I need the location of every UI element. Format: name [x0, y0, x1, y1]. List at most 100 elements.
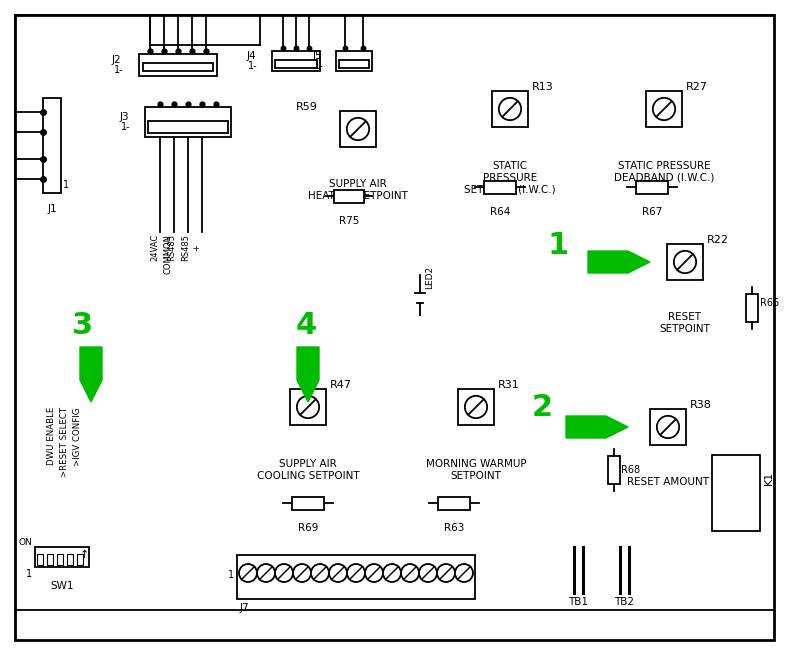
Text: SUPPLY AIR
HEATING SETPOINT: SUPPLY AIR HEATING SETPOINT: [308, 179, 408, 200]
Text: SW1: SW1: [50, 581, 73, 591]
Circle shape: [674, 251, 696, 273]
Text: R69: R69: [297, 523, 318, 533]
Bar: [667, 244, 703, 280]
Bar: [272, 51, 320, 71]
Text: R13: R13: [532, 82, 554, 92]
Text: 3: 3: [73, 310, 94, 339]
Text: RESET AMOUNT: RESET AMOUNT: [627, 477, 709, 487]
Bar: [67, 554, 73, 565]
Text: 1-: 1-: [314, 61, 324, 71]
FancyArrow shape: [297, 347, 319, 402]
Bar: [47, 554, 53, 565]
Circle shape: [311, 564, 329, 582]
Text: 1: 1: [63, 181, 69, 191]
Text: MORNING WARMUP
SETPOINT: MORNING WARMUP SETPOINT: [426, 459, 526, 481]
Circle shape: [499, 98, 522, 120]
Text: ↑: ↑: [80, 550, 88, 560]
Text: R63: R63: [443, 523, 464, 533]
Bar: [139, 54, 217, 76]
Text: J3: J3: [119, 112, 129, 122]
Bar: [339, 60, 369, 68]
Text: R66: R66: [760, 298, 779, 308]
Text: R64: R64: [490, 207, 510, 217]
Bar: [145, 107, 231, 137]
Bar: [746, 294, 758, 322]
Bar: [458, 389, 494, 425]
Circle shape: [293, 564, 311, 582]
Text: ON: ON: [18, 538, 32, 547]
Bar: [492, 91, 528, 127]
Circle shape: [275, 564, 293, 582]
Bar: [237, 555, 475, 599]
Text: TB2: TB2: [614, 597, 634, 607]
Bar: [340, 111, 376, 147]
Text: 1-: 1-: [122, 122, 131, 132]
Text: RS485
-: RS485 -: [167, 234, 187, 261]
Bar: [143, 63, 213, 71]
Text: 1: 1: [26, 569, 32, 579]
Circle shape: [347, 564, 365, 582]
Bar: [35, 547, 89, 567]
Text: TB1: TB1: [568, 597, 588, 607]
Text: R27: R27: [686, 82, 708, 92]
Text: 1-: 1-: [114, 65, 124, 75]
Circle shape: [419, 564, 437, 582]
Text: 4: 4: [295, 310, 316, 339]
Text: J1: J1: [47, 204, 57, 214]
Circle shape: [656, 416, 679, 438]
Bar: [37, 554, 43, 565]
Text: R68: R68: [621, 465, 640, 475]
Text: SUPPLY AIR
COOLING SETPOINT: SUPPLY AIR COOLING SETPOINT: [256, 459, 359, 481]
Circle shape: [465, 396, 487, 418]
Bar: [646, 91, 682, 127]
Text: STATIC
PRESSURE
SETPOINT (I.W.C.): STATIC PRESSURE SETPOINT (I.W.C.): [464, 161, 555, 194]
Text: J2: J2: [111, 55, 121, 65]
Text: >RESET SELECT: >RESET SELECT: [61, 407, 69, 477]
FancyArrow shape: [566, 416, 628, 438]
Text: DWU ENABLE: DWU ENABLE: [47, 407, 57, 465]
Text: R38: R38: [690, 400, 712, 410]
Text: RESET
SETPOINT: RESET SETPOINT: [660, 312, 710, 333]
Circle shape: [365, 564, 383, 582]
Circle shape: [297, 396, 320, 418]
Bar: [636, 181, 668, 193]
Bar: [712, 455, 760, 531]
Bar: [43, 98, 61, 193]
Text: 24VAC: 24VAC: [150, 234, 159, 261]
FancyArrow shape: [80, 347, 102, 402]
Text: 1: 1: [548, 231, 569, 259]
Bar: [336, 51, 372, 71]
Bar: [148, 121, 228, 133]
Bar: [334, 189, 364, 202]
Text: K1: K1: [764, 471, 774, 485]
Bar: [650, 409, 686, 445]
Bar: [484, 181, 516, 193]
Text: J5: J5: [312, 51, 322, 61]
Text: 1: 1: [228, 570, 234, 580]
Text: R59: R59: [296, 102, 318, 112]
Bar: [608, 456, 620, 484]
Text: STATIC PRESSURE
DEADBAND (I.W.C.): STATIC PRESSURE DEADBAND (I.W.C.): [614, 161, 714, 183]
Text: 2: 2: [532, 392, 552, 422]
FancyArrow shape: [588, 251, 650, 273]
Circle shape: [383, 564, 401, 582]
Text: LED2: LED2: [425, 266, 434, 289]
Circle shape: [239, 564, 257, 582]
Circle shape: [257, 564, 275, 582]
Circle shape: [401, 564, 419, 582]
Circle shape: [329, 564, 347, 582]
Text: 1-: 1-: [249, 61, 258, 71]
Text: J4: J4: [246, 51, 256, 61]
Bar: [57, 554, 63, 565]
Text: COMMON: COMMON: [164, 234, 173, 274]
Bar: [290, 389, 326, 425]
Bar: [292, 496, 324, 510]
Circle shape: [653, 98, 675, 120]
Text: R31: R31: [498, 380, 520, 390]
Circle shape: [347, 118, 369, 140]
Circle shape: [437, 564, 455, 582]
Circle shape: [455, 564, 473, 582]
Bar: [77, 554, 83, 565]
Text: >IGV CONFIG: >IGV CONFIG: [73, 407, 83, 466]
Text: J7: J7: [239, 603, 249, 613]
